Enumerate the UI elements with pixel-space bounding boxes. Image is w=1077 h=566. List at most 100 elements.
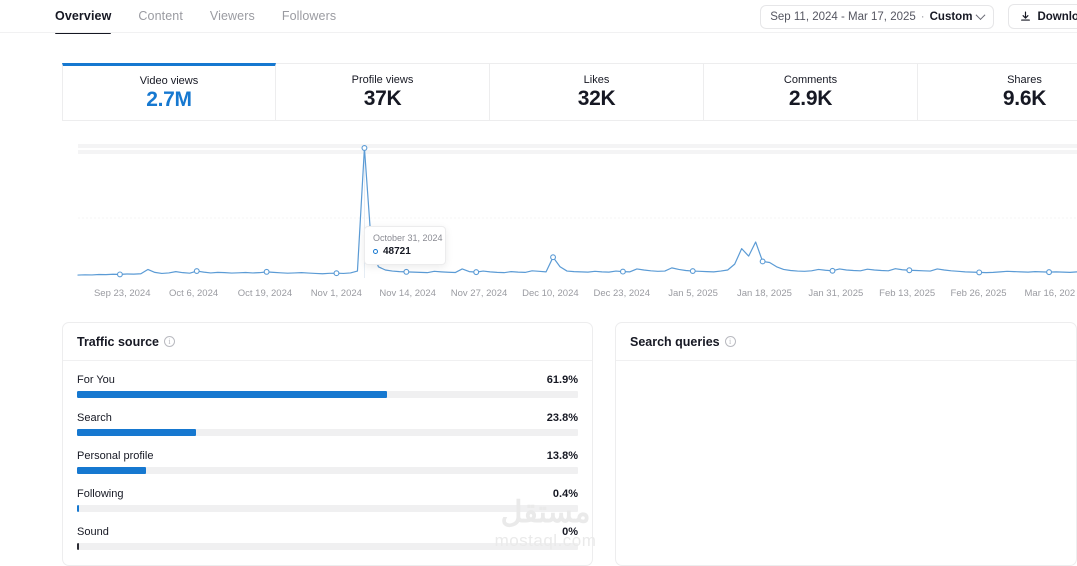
search-queries-panel: Search queries i <box>615 322 1077 566</box>
traffic-source-name: For You <box>77 374 115 386</box>
chart-data-point-marker[interactable] <box>759 258 766 265</box>
chart-data-point-marker[interactable] <box>1046 269 1053 276</box>
nav-tabs: Overview Content Viewers Followers <box>55 0 336 34</box>
chart-tooltip-date: October 31, 2024 <box>373 233 443 243</box>
date-range-value: Sep 11, 2024 - Mar 17, 2025 <box>770 10 916 23</box>
traffic-source-bar-fill <box>77 467 147 474</box>
metric-card-value: 2.7M <box>146 87 192 111</box>
chart-data-point-marker[interactable] <box>976 269 983 276</box>
tab-followers-label: Followers <box>281 9 337 23</box>
traffic-source-percent: 61.9% <box>546 374 578 386</box>
traffic-source-name: Sound <box>77 526 109 538</box>
traffic-source-row: Sound 0% <box>77 526 578 550</box>
chart-data-point-marker[interactable] <box>619 268 626 275</box>
chart-series-line <box>77 147 1077 276</box>
traffic-source-name: Search <box>77 412 112 424</box>
search-queries-title: Search queries <box>630 334 720 349</box>
video-views-line-chart[interactable]: Sep 23, 2024 Oct 6, 2024 Oct 19, 2024 Nov 1… <box>62 130 1077 305</box>
traffic-source-row: Following 0.4% <box>77 488 578 512</box>
traffic-source-row-header: Search 23.8% <box>77 412 578 424</box>
download-data-label: Download da <box>1037 10 1077 23</box>
tab-overview-label: Overview <box>55 9 112 23</box>
metric-card-label: Likes <box>583 73 610 86</box>
traffic-source-percent: 13.8% <box>546 450 578 462</box>
date-range-selector[interactable]: Sep 11, 2024 - Mar 17, 2025 · Custom <box>760 4 995 29</box>
traffic-source-row-header: Following 0.4% <box>77 488 578 500</box>
traffic-source-row-header: Sound 0% <box>77 526 578 538</box>
metric-card-profile-views[interactable]: Profile views 37K <box>276 63 490 121</box>
chart-x-tick-label: Nov 27, 2024 <box>450 288 508 299</box>
metric-card-shares[interactable]: Shares 9.6K <box>918 63 1077 121</box>
chart-x-tick-label: Nov 1, 2024 <box>310 288 362 299</box>
chart-x-tick-label: Oct 19, 2024 <box>237 288 293 299</box>
traffic-source-title: Traffic source <box>77 334 159 349</box>
metric-card-label: Comments <box>783 73 838 86</box>
tab-viewers-label: Viewers <box>209 9 255 23</box>
chart-data-point-marker[interactable] <box>361 145 368 151</box>
metric-card-value: 9.6K <box>1002 86 1047 110</box>
metric-card-label: Shares <box>1007 73 1042 86</box>
chart-tooltip-row: 48721 <box>373 246 437 257</box>
tab-followers[interactable]: Followers <box>282 9 336 34</box>
chart-data-point-marker[interactable] <box>333 270 340 277</box>
traffic-source-row-header: Personal profile 13.8% <box>77 450 578 462</box>
traffic-source-bar-track <box>77 429 578 436</box>
chart-x-tick-label: Jan 5, 2025 <box>668 288 718 299</box>
metric-cards: Video views 2.7M Profile views 37K Likes… <box>62 63 1077 121</box>
metric-card-video-views[interactable]: Video views 2.7M <box>62 63 276 121</box>
metric-card-comments[interactable]: Comments 2.9K <box>704 63 918 121</box>
traffic-source-row: Personal profile 13.8% <box>77 450 578 474</box>
chart-tooltip: October 31, 2024 48721 <box>364 226 446 265</box>
chart-data-point-marker[interactable] <box>116 271 123 278</box>
tab-content-label: Content <box>138 9 183 23</box>
traffic-source-bar-track <box>77 505 578 512</box>
chart-x-tick-label: Feb 26, 2025 <box>950 288 1007 299</box>
chart-x-tick-label: Mar 16, 202 <box>1024 288 1076 299</box>
chart-data-point-marker[interactable] <box>193 268 200 275</box>
analytics-panels: Traffic source i For You 61.9% Search 23.8%… <box>62 322 1077 566</box>
metric-card-value: 37K <box>363 86 402 110</box>
chart-data-point-marker[interactable] <box>906 267 913 274</box>
traffic-source-bar-fill <box>77 429 197 436</box>
tab-viewers[interactable]: Viewers <box>210 9 255 34</box>
chevron-down-icon <box>975 10 986 21</box>
traffic-source-row: For You 61.9% <box>77 374 578 398</box>
chart-x-tick-label: Nov 14, 2024 <box>379 288 436 299</box>
download-data-button[interactable]: Download da <box>1008 4 1077 29</box>
chart-x-tick-label: Jan 18, 2025 <box>736 288 792 299</box>
chart-x-tick-label: Feb 13, 2025 <box>879 288 936 299</box>
tab-overview[interactable]: Overview <box>55 9 112 34</box>
chart-data-point-marker[interactable] <box>403 268 410 275</box>
info-icon[interactable]: i <box>724 336 736 347</box>
tab-content[interactable]: Content <box>138 9 182 34</box>
traffic-source-bar-track <box>77 467 578 474</box>
chart-tooltip-value: 48721 <box>383 246 411 257</box>
chart-data-point-marker[interactable] <box>473 269 480 276</box>
traffic-source-bar-fill <box>77 391 388 398</box>
toolbar-actions: Sep 11, 2024 - Mar 17, 2025 · Custom Dow… <box>760 4 1077 29</box>
chart-x-tick-label: Dec 10, 2024 <box>522 288 579 299</box>
search-queries-header: Search queries i <box>616 323 1076 361</box>
traffic-source-bar-fill <box>77 505 79 512</box>
chart-x-tick-label: Oct 6, 2024 <box>169 288 219 299</box>
date-range-mode: Custom <box>929 10 973 23</box>
date-range-separator: · <box>920 10 925 23</box>
chart-data-point-marker[interactable] <box>263 268 270 275</box>
info-icon[interactable]: i <box>163 336 175 347</box>
traffic-source-header: Traffic source i <box>63 323 592 361</box>
top-bar-divider <box>0 32 1077 33</box>
chart-data-point-marker[interactable] <box>689 268 696 275</box>
traffic-source-name: Following <box>77 488 124 500</box>
traffic-source-panel: Traffic source i For You 61.9% Search 23.8%… <box>62 322 593 566</box>
chart-canvas <box>77 144 1077 278</box>
metric-card-label: Profile views <box>351 73 414 86</box>
chart-x-tick-label: Jan 31, 2025 <box>808 288 864 299</box>
chart-x-axis-labels: Sep 23, 2024 Oct 6, 2024 Oct 19, 2024 Nov 1… <box>62 288 1077 302</box>
traffic-source-name: Personal profile <box>77 450 154 462</box>
chart-data-point-marker[interactable] <box>829 267 836 274</box>
series-dot-icon <box>373 249 378 254</box>
metric-card-label: Video views <box>139 74 199 87</box>
metric-card-likes[interactable]: Likes 32K <box>490 63 704 121</box>
chart-data-point-marker[interactable] <box>550 254 556 261</box>
